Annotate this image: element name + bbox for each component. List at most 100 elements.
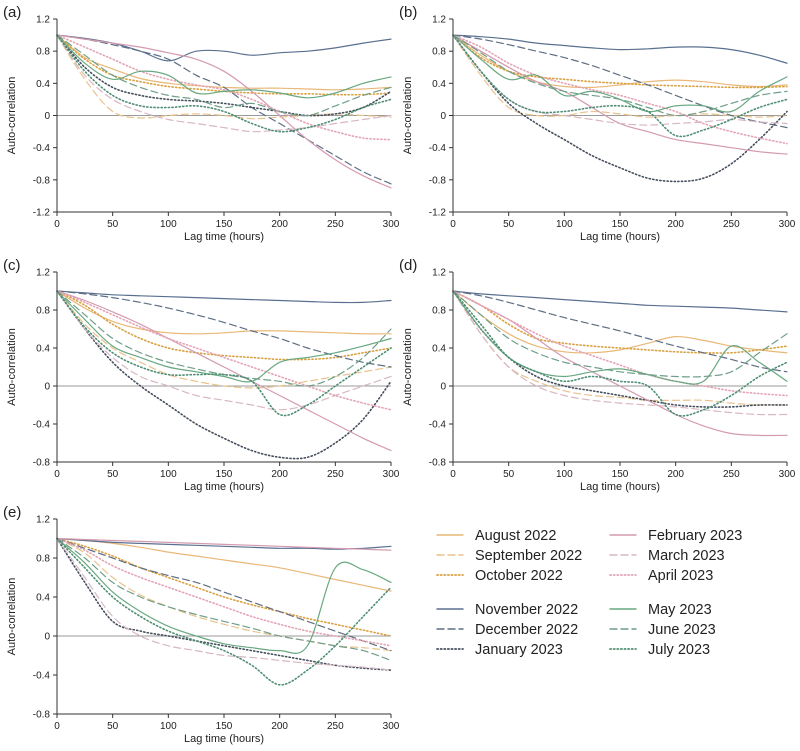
y-axis-title: Auto-correlation [402,77,414,155]
x-tick-label: 150 [216,721,233,732]
y-tick-label: -0.8 [429,175,447,186]
series-line-feb23 [56,537,392,551]
y-tick-label: -0.4 [429,420,447,431]
series-line-jul23 [56,537,392,686]
y-tick-label: 0.8 [36,554,50,565]
x-tick-label: 50 [107,721,119,732]
series-line-nov22 [452,34,788,64]
legend-item-aug22: August 2022 [436,528,556,544]
y-tick-label: 1.2 [432,15,446,26]
x-axis-title: Lag time (hours) [184,231,264,243]
y-tick-label: 0 [440,111,446,122]
panel-e: (e) -0.8 -0.4 0 0.4 0.8 1.2 0 50 100 150 200 250 300 L… [3,504,400,745]
y-tick-label: -0.4 [33,671,51,682]
legend-item-nov22: November 2022 [436,602,578,618]
y-tick-label: 0.4 [432,79,446,90]
x-tick-label: 0 [450,219,456,230]
series-line-apr23 [56,34,392,141]
x-tick-label: 250 [327,721,344,732]
series-line-nov22 [56,290,392,304]
series-line-aug22 [56,290,392,335]
x-tick-label: 100 [160,721,177,732]
y-tick-label: 1.2 [36,15,50,26]
y-tick-label: 1.2 [36,515,50,526]
series-line-aug22 [56,537,392,592]
legend-label: December 2022 [475,622,578,638]
x-tick-label: 250 [723,469,740,480]
y-tick-label: 0 [440,382,446,393]
x-axis-title: Lag time (hours) [580,481,660,493]
x-tick-label: 200 [667,469,684,480]
y-tick-label: -0.4 [429,143,447,154]
x-tick-label: 250 [723,219,740,230]
y-tick-label: 0.4 [36,79,50,90]
x-tick-label: 200 [667,219,684,230]
series-line-jan23 [452,34,788,183]
x-tick-label: 50 [503,219,515,230]
y-axis-title: Auto-correlation [6,77,18,155]
series-line-oct22 [56,537,392,637]
series-line-apr23 [452,34,788,145]
legend-label: October 2022 [475,568,563,584]
y-tick-label: -0.4 [33,143,51,154]
series-line-nov22 [56,537,392,550]
series-line-apr23 [56,537,392,647]
series-line-jun23 [452,290,788,378]
x-tick-label: 200 [271,219,288,230]
series-line-apr23 [56,290,392,411]
series-line-mar23 [56,290,392,411]
y-tick-label: 0.4 [36,593,50,604]
series-line-jun23 [56,34,392,117]
series-line-may23 [56,537,392,654]
series-line-dec22 [56,290,392,368]
y-tick-label: 1.2 [36,268,50,279]
series-line-sep22 [452,34,788,118]
legend-label: September 2022 [475,548,582,564]
series-line-jul23 [56,290,392,417]
x-axis-title: Lag time (hours) [184,481,264,493]
x-tick-label: 150 [216,219,233,230]
y-tick-label: -0.8 [33,458,51,469]
y-tick-label: -0.8 [33,175,51,186]
series-line-apr23 [452,290,788,397]
x-tick-label: 0 [54,721,60,732]
series-line-mar23 [56,34,392,133]
x-tick-label: 300 [383,721,400,732]
series-line-oct22 [452,290,788,354]
series-line-dec22 [452,290,788,373]
x-tick-label: 150 [612,219,629,230]
series-line-sep22 [56,290,392,389]
series-line-jul23 [452,290,788,417]
series-line-jun23 [452,34,788,117]
series-line-jan23 [56,34,392,117]
series-line-mar23 [56,537,392,671]
legend-label: May 2023 [648,602,712,618]
y-tick-label: 0 [44,111,50,122]
legend-item-jun23: June 2023 [609,622,716,638]
series-line-jan23 [56,290,392,460]
legend-item-feb23: February 2023 [609,528,742,544]
x-tick-label: 100 [556,219,573,230]
legend-label: January 2023 [475,642,563,658]
y-tick-label: 0.8 [36,306,50,317]
x-tick-label: 0 [54,469,60,480]
x-tick-label: 150 [612,469,629,480]
x-tick-label: 250 [327,469,344,480]
y-tick-label: 0.4 [36,344,50,355]
series-line-mar23 [452,290,788,416]
legend-item-sep22: September 2022 [436,548,582,564]
series-line-jul23 [56,34,392,133]
y-tick-label: 0.8 [432,47,446,58]
x-axis-title: Lag time (hours) [580,231,660,243]
panel-label: (d) [399,257,417,274]
legend-item-oct22: October 2022 [436,568,563,584]
x-tick-label: 0 [54,219,60,230]
y-tick-label: 0 [44,382,50,393]
panel-label: (b) [399,4,417,21]
x-tick-label: 300 [383,219,400,230]
series-line-may23 [56,34,392,99]
legend-item-dec22: December 2022 [436,622,578,638]
panel-d: (d) -0.8 -0.4 0 0.4 0.8 1.2 0 50 100 150 200 250 300 L… [399,257,796,493]
x-tick-label: 300 [779,219,796,230]
